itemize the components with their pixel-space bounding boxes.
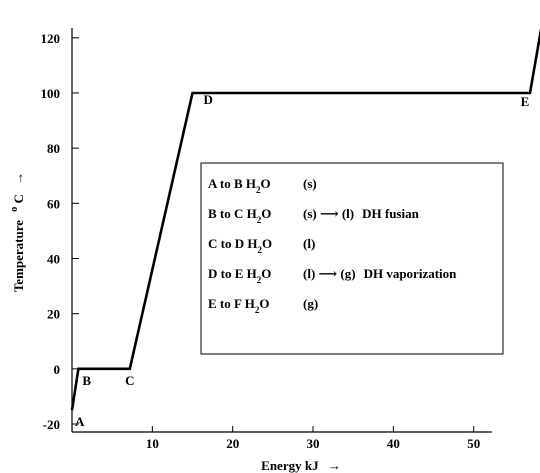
point-label: B xyxy=(82,373,91,388)
axes xyxy=(71,28,492,433)
legend-entry: E to F H2O (g) xyxy=(208,296,318,315)
y-tick-label: 40 xyxy=(47,251,60,266)
heating-curve-line xyxy=(70,27,540,411)
y-tick-label: 20 xyxy=(47,307,60,322)
y-axis-unit: C xyxy=(11,194,26,203)
x-tick-label: 30 xyxy=(307,436,320,451)
y-tick-label: -20 xyxy=(43,417,60,432)
x-tick-label: 20 xyxy=(226,436,239,451)
y-axis-label: Temperature xyxy=(11,220,26,292)
legend-entry: C to D H2O (l) xyxy=(208,236,315,255)
y-axis-unit-superscript: o xyxy=(9,207,20,212)
y-tick-label: 120 xyxy=(41,31,61,46)
y-axis-title: Temperature o C → xyxy=(5,172,26,292)
x-axis-arrow: → xyxy=(328,458,341,473)
legend-entry: A to B H2O (s) xyxy=(208,176,317,195)
y-tick-label: 80 xyxy=(47,141,60,156)
y-tick-label: 100 xyxy=(41,86,61,101)
point-label: D xyxy=(204,92,213,107)
ticks: -20 0 20 40 60 80 100 120 10 20 30 40 50 xyxy=(41,31,481,451)
point-labels: A B C D E xyxy=(75,92,529,429)
y-tick-label: 60 xyxy=(47,196,60,211)
point-label: E xyxy=(521,94,530,109)
x-tick-label: 50 xyxy=(467,436,480,451)
legend-entry: B to C H2O (s) ⟶ (l) DH fusian xyxy=(208,206,420,225)
x-tick-label: 40 xyxy=(387,436,400,451)
legend-entry: D to E H2O (l) ⟶ (g) DH vaporization xyxy=(208,266,457,285)
y-axis-arrow: → xyxy=(11,172,26,185)
x-axis-label: Energy kJ xyxy=(261,458,319,473)
x-tick-label: 10 xyxy=(146,436,159,451)
legend: A to B H2O (s) B to C H2O (s) ⟶ (l) DH fusia… xyxy=(200,162,504,355)
series-layer xyxy=(70,27,540,411)
x-axis-title: Energy kJ → xyxy=(261,458,341,473)
y-tick-label: 0 xyxy=(54,362,61,377)
point-label: A xyxy=(75,414,85,429)
legend-frame xyxy=(200,162,504,355)
point-label: C xyxy=(125,373,134,388)
